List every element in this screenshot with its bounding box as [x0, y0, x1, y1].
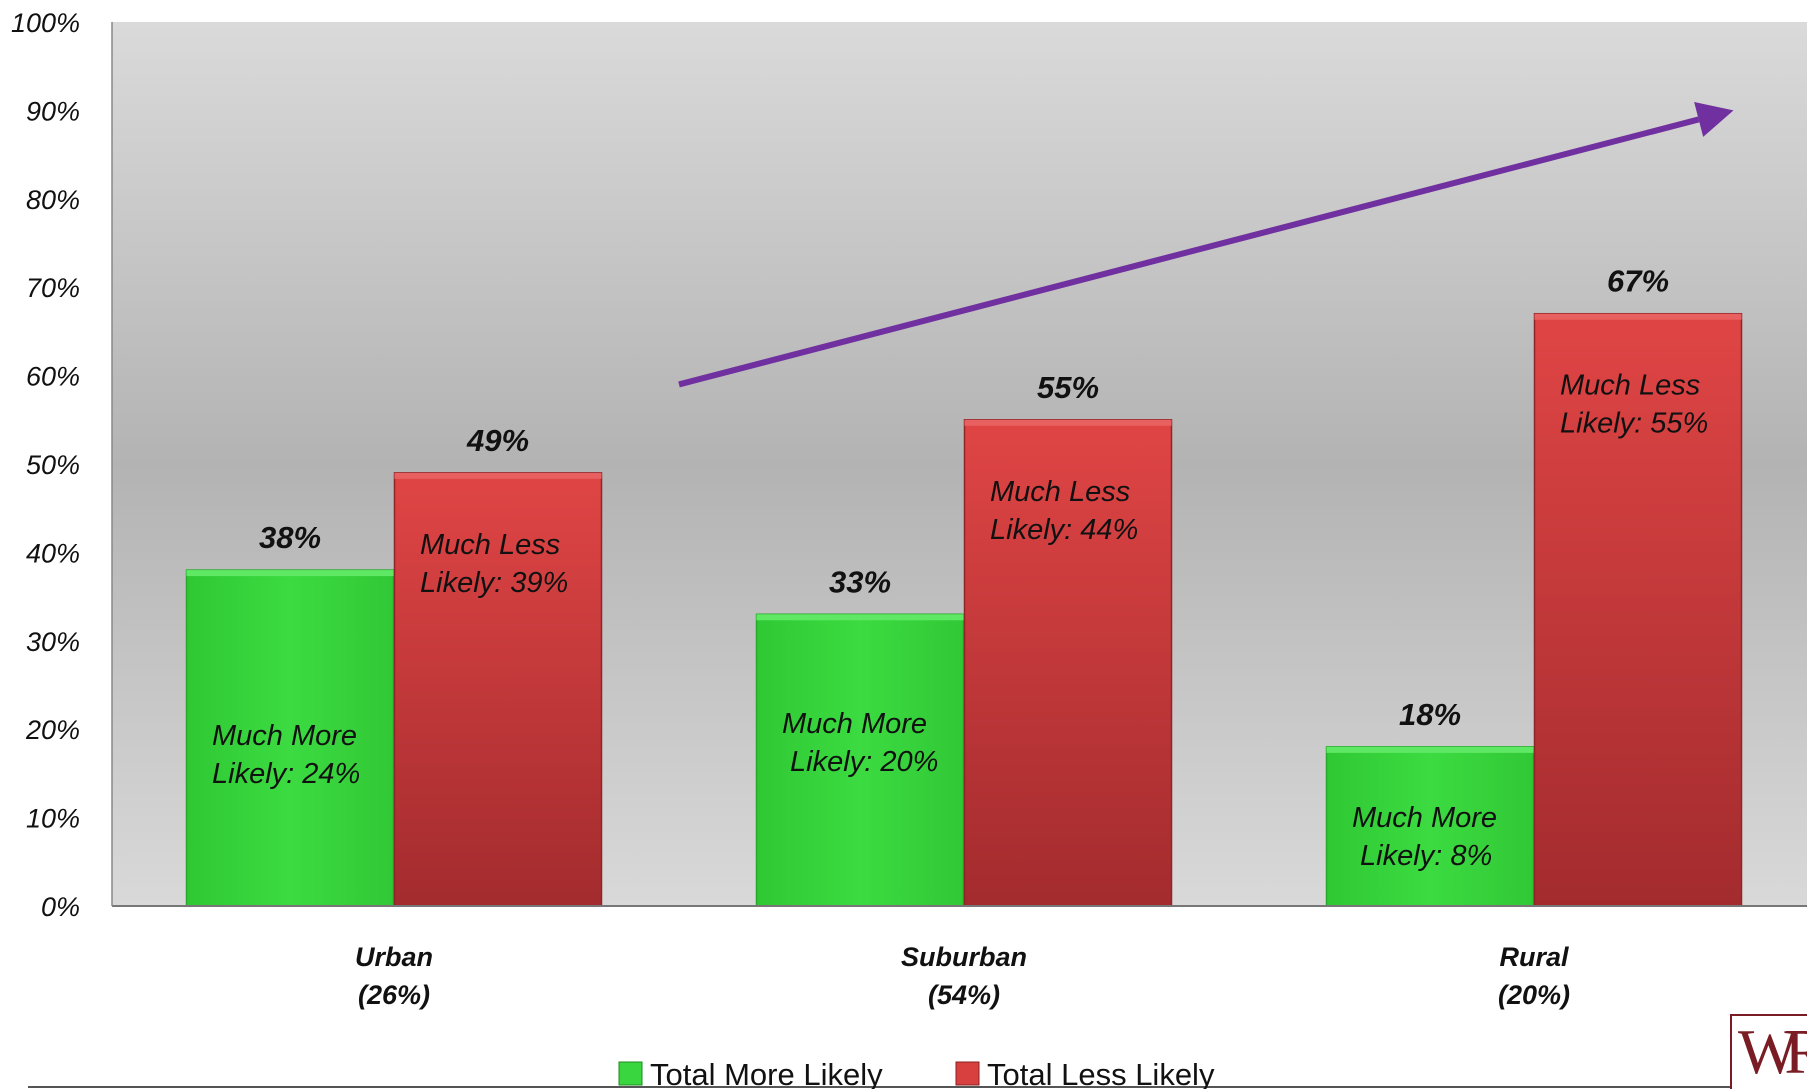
bar-value-label: 33%	[829, 564, 891, 599]
category-label: Urban	[355, 942, 433, 972]
legend-swatch-more	[618, 1061, 643, 1086]
legend-label-more: Total More Likely	[650, 1057, 883, 1089]
bar-top-bevel	[394, 472, 602, 479]
legend-label-less: Total Less Likely	[987, 1057, 1215, 1089]
bar-top-bevel	[964, 419, 1172, 426]
bar-less-likely	[963, 419, 1173, 907]
legend-swatch-less	[955, 1061, 980, 1086]
y-tick-label: 10%	[26, 804, 80, 834]
bar-value-label: 18%	[1399, 697, 1461, 732]
bar-inner-label: Much Less Likely: 44%	[990, 476, 1138, 546]
bar-top-bevel	[756, 614, 964, 621]
bar-more-likely	[1325, 746, 1535, 907]
y-tick-label: 70%	[26, 273, 80, 303]
bar-inner-label: Much More Likely: 8%	[1352, 802, 1497, 872]
bar-top-bevel	[186, 570, 394, 577]
category-sub-label: (20%)	[1498, 980, 1570, 1010]
bar-value-label: 38%	[259, 520, 321, 555]
bar-top-bevel	[1326, 746, 1534, 753]
y-tick-label: 90%	[26, 96, 80, 126]
category-label: Suburban	[901, 942, 1027, 972]
bar-more-likely	[185, 569, 395, 907]
bar-value-label: 49%	[466, 423, 529, 458]
bar-inner-label: Much More Likely: 20%	[782, 708, 938, 778]
bar-inner-label: Much Less Likely: 39%	[420, 529, 568, 599]
logo-text: WR	[1738, 1016, 1807, 1087]
category-sub-label: (54%)	[928, 980, 1000, 1010]
bar-value-label: 55%	[1037, 370, 1099, 405]
y-tick-label: 40%	[26, 538, 80, 568]
bar-inner-label: Much More Likely: 24%	[212, 720, 360, 790]
trend-arrow-line	[678, 116, 1700, 388]
y-tick-label: 0%	[41, 892, 80, 922]
logo: WR	[1730, 1014, 1807, 1089]
bar-inner-label: Much Less Likely: 55%	[1560, 370, 1708, 440]
category-sub-label: (26%)	[358, 980, 430, 1010]
y-tick-label: 80%	[26, 185, 80, 215]
y-tick-label: 50%	[26, 450, 80, 480]
y-tick-label: 20%	[25, 715, 80, 745]
legend: Total More Likely Total Less Likely	[618, 1057, 1215, 1089]
category-label: Rural	[1499, 942, 1569, 972]
trend-arrow-head	[1694, 102, 1734, 137]
y-tick-label: 100%	[11, 8, 80, 38]
y-tick-label: 30%	[26, 627, 80, 657]
bar-less-likely	[1533, 312, 1743, 907]
y-tick-label: 60%	[26, 362, 80, 392]
bar-top-bevel	[1534, 313, 1742, 320]
bar-value-label: 67%	[1607, 264, 1669, 299]
